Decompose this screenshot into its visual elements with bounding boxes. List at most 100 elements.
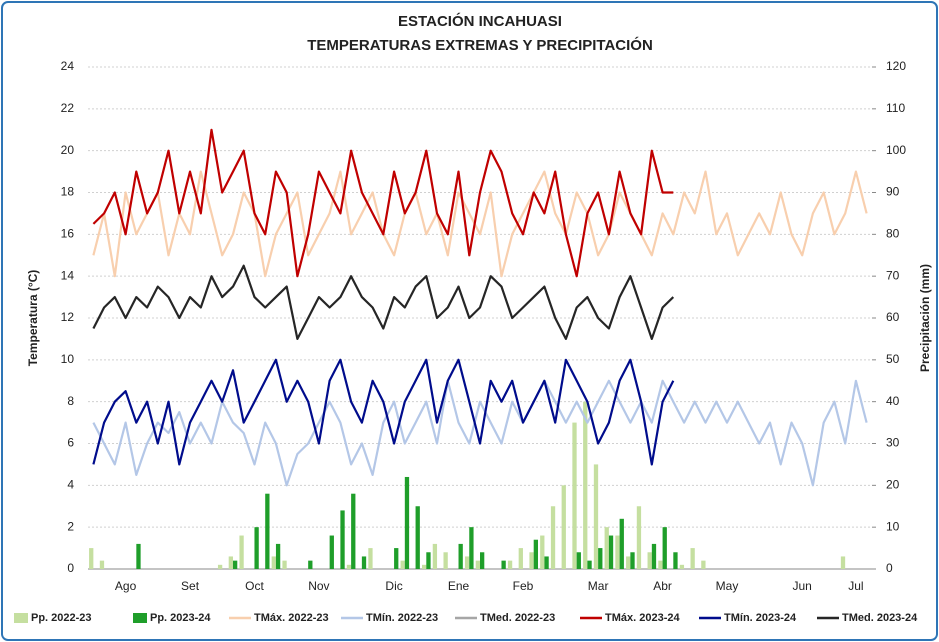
legend-swatch: [133, 613, 147, 623]
precip-bar: [615, 535, 620, 569]
y-tick-label: 16: [61, 227, 75, 241]
chart-subtitle: TEMPERATURAS EXTREMAS Y PRECIPITACIÓN: [307, 36, 653, 54]
precip-bar: [415, 506, 420, 569]
precip-bar: [604, 527, 609, 569]
precip-bar: [701, 560, 706, 569]
temp-line: [92, 170, 868, 278]
precip-bar: [422, 564, 427, 569]
y2-axis-label: Precipitación (mm): [918, 264, 932, 372]
precip-bar: [136, 543, 141, 569]
precip-bar: [636, 506, 642, 569]
x-tick-label: Ago: [115, 579, 137, 593]
y2-tick-label: 110: [886, 101, 905, 115]
precip-bar: [630, 552, 635, 569]
precip-bar: [619, 518, 624, 569]
y-tick-label: 14: [61, 268, 75, 282]
y2-tick-label: 100: [886, 143, 906, 157]
precip-bar: [529, 552, 534, 569]
y-tick-label: 6: [67, 436, 74, 450]
y2-tick-label: 0: [886, 561, 893, 575]
precip-bar: [239, 535, 244, 569]
precip-bar: [368, 548, 373, 569]
x-tick-label: Feb: [513, 579, 534, 593]
precip-bar: [217, 564, 223, 569]
precip-bar: [533, 539, 538, 569]
y-tick-label: 22: [61, 101, 75, 115]
y-tick-label: 24: [61, 59, 75, 73]
x-tick-label: Mar: [588, 579, 609, 593]
precip-bar: [308, 560, 313, 569]
y-tick-label: 8: [67, 394, 74, 408]
x-tick-label: Nov: [308, 579, 329, 593]
y-tick-label: 12: [61, 310, 75, 324]
precip-bar: [404, 476, 410, 569]
legend-swatch: [14, 613, 28, 623]
precip-bar: [99, 560, 105, 569]
temp-line: [92, 264, 675, 340]
y-tick-label: 2: [67, 519, 74, 533]
precip-bar: [593, 464, 599, 569]
precip-bar: [458, 543, 463, 569]
precip-bar: [587, 560, 592, 569]
y2-tick-label: 40: [886, 394, 900, 408]
precip-bar: [518, 548, 523, 569]
y2-tick-label: 70: [886, 268, 900, 282]
precip-bar: [351, 493, 356, 569]
legend-label: TMáx. 2022-23: [254, 612, 329, 624]
y2-tick-label: 20: [886, 478, 900, 492]
y2-tick-label: 120: [886, 59, 906, 73]
y2-tick-label: 30: [886, 436, 900, 450]
precip-bar: [254, 527, 259, 569]
precip-bar: [282, 560, 287, 569]
precip-bar: [464, 556, 470, 569]
precip-bar: [394, 548, 399, 569]
precip-bar: [840, 556, 846, 569]
y2-tick-label: 90: [886, 185, 900, 199]
x-tick-label: Abr: [653, 579, 672, 593]
y-tick-label: 4: [67, 478, 74, 492]
precip-bar: [673, 552, 678, 569]
precip-bar: [346, 564, 352, 569]
x-tick-label: Jun: [793, 579, 812, 593]
legend-label: TMed. 2023-24: [842, 612, 918, 624]
y2-tick-label: 50: [886, 352, 900, 366]
precip-bar: [550, 506, 556, 569]
x-tick-label: Set: [181, 579, 200, 593]
precip-bar: [443, 552, 448, 569]
precip-bar: [329, 535, 334, 569]
y-tick-label: 0: [67, 561, 74, 575]
precip-bar: [469, 527, 474, 569]
legend-label: TMed. 2022-23: [480, 612, 555, 624]
temp-line: [92, 358, 675, 466]
precip-bar: [572, 422, 577, 569]
x-tick-label: Oct: [245, 579, 264, 593]
legend-label: Pp. 2022-23: [31, 612, 92, 624]
precip-bar: [340, 510, 345, 569]
precip-bar: [89, 548, 94, 569]
precip-bar: [608, 535, 614, 569]
x-tick-label: Ene: [448, 579, 470, 593]
precip-bar: [400, 560, 405, 569]
precip-bar: [228, 556, 233, 569]
y2-tick-label: 80: [886, 227, 900, 241]
precip-bar: [658, 560, 663, 569]
y-axis-label: Temperatura (°C): [26, 270, 40, 367]
precip-bar: [265, 493, 270, 569]
precip-bar: [426, 552, 431, 569]
precip-bar: [432, 543, 438, 569]
precip-bar: [475, 560, 480, 569]
precip-bar: [361, 556, 367, 569]
y-tick-label: 20: [61, 143, 75, 157]
x-tick-label: Jul: [848, 579, 863, 593]
precip-bar: [271, 556, 276, 569]
precip-bar: [647, 552, 652, 569]
precip-bar: [679, 564, 685, 569]
temp-line: [92, 128, 674, 278]
chart-title: ESTACIÓN INCAHUASI: [398, 12, 562, 30]
precip-bar: [232, 560, 238, 569]
precip-bar: [561, 485, 566, 569]
precip-bar: [583, 401, 588, 569]
legend-label: TMín. 2023-24: [724, 612, 797, 624]
precip-bar: [507, 560, 513, 569]
